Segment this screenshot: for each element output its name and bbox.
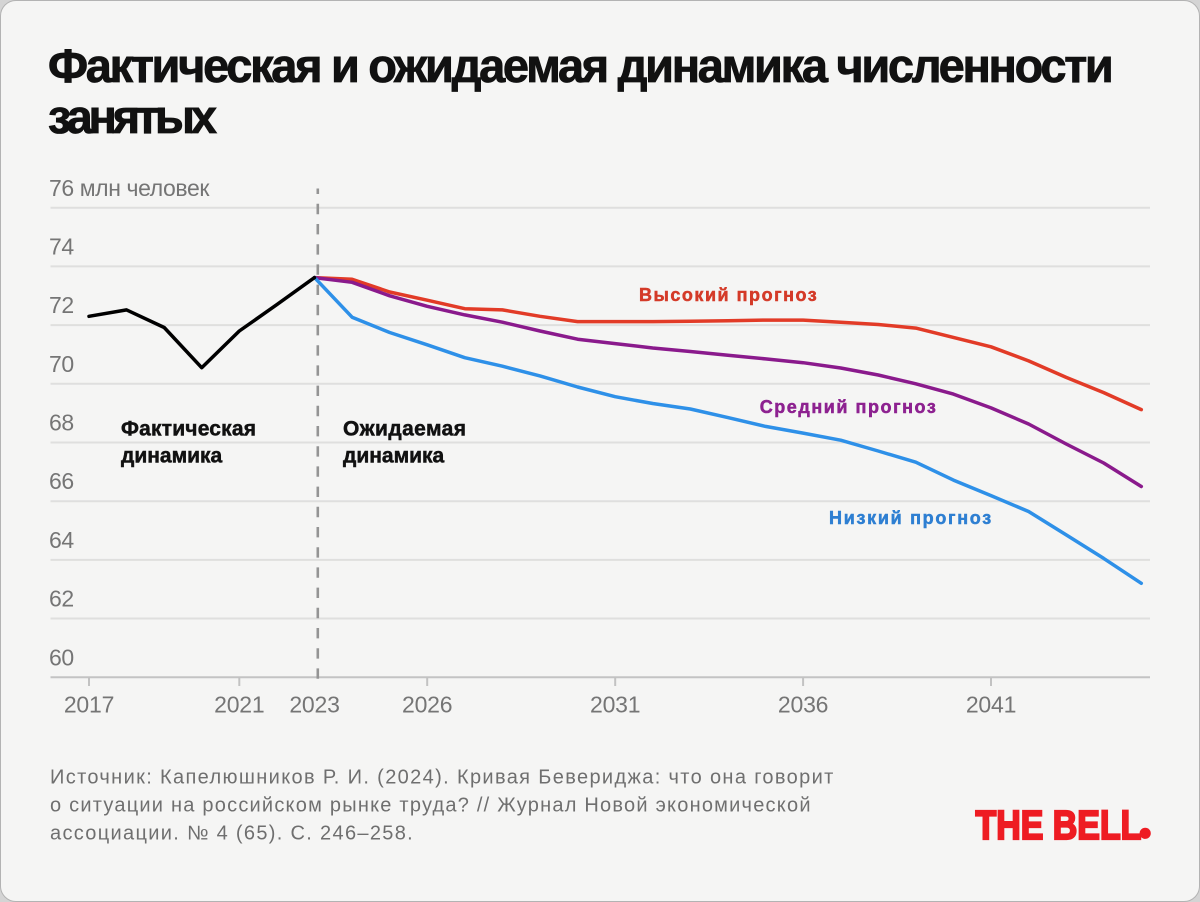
svg-text:64: 64 [49, 527, 74, 553]
svg-text:Источник: Капелюшников Р. И. (: Источник: Капелюшников Р. И. (2024). Кри… [50, 767, 833, 789]
svg-text:Высокий прогноз: Высокий прогноз [639, 285, 817, 305]
svg-text:2036: 2036 [778, 691, 828, 717]
svg-text:динамика: динамика [121, 445, 223, 468]
svg-text:Фактическая: Фактическая [121, 418, 256, 441]
svg-text:68: 68 [49, 410, 74, 436]
svg-text:76 млн человек: 76 млн человек [49, 175, 210, 201]
svg-text:2031: 2031 [590, 691, 640, 717]
svg-text:72: 72 [49, 292, 74, 318]
svg-text:Низкий прогноз: Низкий прогноз [829, 508, 991, 528]
svg-text:о ситуации на российском рынке: о ситуации на российском рынке труда? //… [50, 795, 811, 817]
svg-text:Средний прогноз: Средний прогноз [760, 397, 936, 417]
svg-text:THE BELL: THE BELL [976, 802, 1142, 848]
svg-text:66: 66 [49, 468, 74, 494]
svg-text:2023: 2023 [289, 691, 339, 717]
svg-text:2026: 2026 [402, 691, 452, 717]
svg-text:ассоциации. № 4 (65). С. 246–2: ассоциации. № 4 (65). С. 246–258. [50, 823, 413, 845]
svg-text:60: 60 [49, 644, 74, 670]
svg-text:70: 70 [49, 351, 74, 377]
svg-text:Ожидаемая: Ожидаемая [343, 418, 466, 441]
svg-text:74: 74 [49, 233, 74, 259]
svg-text:2017: 2017 [64, 691, 114, 717]
svg-text:2021: 2021 [214, 691, 264, 717]
svg-text:Фактическая и ожидаемая динами: Фактическая и ожидаемая динамика численн… [48, 39, 1114, 92]
svg-text:62: 62 [49, 586, 74, 612]
svg-text:занятых: занятых [48, 90, 217, 143]
svg-text:динамика: динамика [343, 445, 445, 468]
svg-text:2041: 2041 [966, 691, 1016, 717]
